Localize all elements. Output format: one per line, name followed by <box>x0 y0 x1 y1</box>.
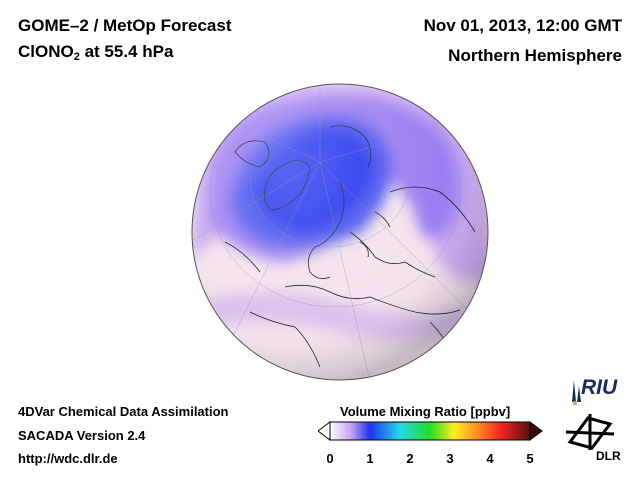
region-label: Northern Hemisphere <box>448 46 622 65</box>
colorbar-tick-label: 2 <box>406 451 414 466</box>
globe-map <box>191 83 489 381</box>
colorbar-tick-label: 0 <box>326 451 334 466</box>
species-title: ClONO2 at 55.4 hPa <box>18 42 173 63</box>
footer-version: SACADA Version 2.4 <box>18 428 146 443</box>
riu-logo-icon <box>572 380 581 405</box>
field-layer <box>192 84 488 380</box>
pressure-level: at 55.4 hPa <box>79 42 174 61</box>
colorbar-ramp <box>329 421 531 441</box>
colorbar-title: Volume Mixing Ratio [ppbv] <box>340 404 511 419</box>
colorbar-tick-label: 5 <box>526 451 534 466</box>
footer-assimilation: 4DVar Chemical Data Assimilation <box>18 404 229 419</box>
dlr-logo-text: DLR <box>596 449 621 463</box>
species-subscript: 2 <box>73 51 80 63</box>
forecast-datetime: Nov 01, 2013, 12:00 GMT <box>423 16 622 35</box>
species-name: ClONO <box>18 42 74 61</box>
footer-url[interactable]: http://wdc.dlr.de <box>18 451 118 466</box>
colorbar-tick-label: 1 <box>366 451 374 466</box>
colorbar-tick-label: 3 <box>446 451 454 466</box>
riu-logo-text: RIU <box>581 376 618 399</box>
colorbar-tick-label: 4 <box>486 451 494 466</box>
dlr-logo-icon <box>565 414 615 450</box>
product-title: GOME–2 / MetOp Forecast <box>18 16 232 35</box>
colorbar-min-arrow <box>318 421 331 441</box>
colorbar <box>318 421 543 441</box>
colorbar-max-arrow <box>529 421 543 441</box>
